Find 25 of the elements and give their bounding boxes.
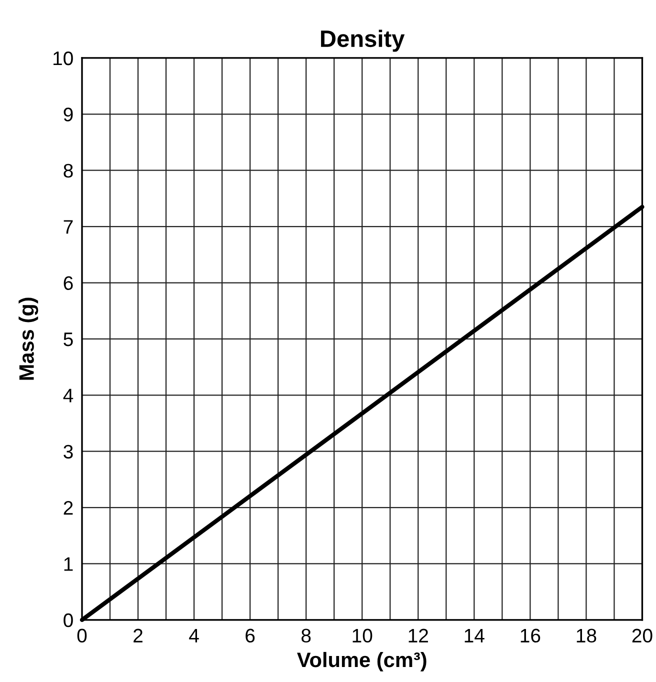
y-tick-label: 10: [54, 51, 73, 66]
x-tick-label: 16: [520, 628, 540, 643]
chart-title: Density: [321, 30, 405, 52]
x-tick-label: 18: [576, 628, 596, 643]
x-tick-label: 12: [408, 628, 428, 642]
x-axis-title: Volume (cm³): [297, 652, 426, 672]
x-tick-label: 2: [134, 628, 142, 642]
x-tick-label: 10: [352, 628, 372, 643]
y-tick-label: 8: [64, 164, 73, 178]
x-tick-label: 14: [464, 628, 484, 642]
x-tick-label: 0: [77, 628, 87, 643]
y-tick-label: 2: [64, 501, 73, 515]
y-tick-label: 5: [64, 332, 73, 346]
y-tick-label: 9: [64, 108, 73, 122]
x-tick-label: 8: [302, 628, 311, 643]
y-tick-label: 6: [64, 276, 73, 290]
x-tick-label: 20: [632, 628, 652, 643]
y-tick-label: 4: [63, 388, 74, 402]
y-axis-title: Mass (g): [18, 298, 38, 380]
x-tick-label: 6: [246, 628, 255, 643]
y-tick-label: 0: [64, 613, 73, 628]
y-tick-label: 1: [64, 557, 73, 571]
y-tick-label: 3: [64, 444, 73, 459]
y-tick-label: 7: [64, 220, 73, 234]
x-tick-label: 4: [189, 628, 199, 642]
